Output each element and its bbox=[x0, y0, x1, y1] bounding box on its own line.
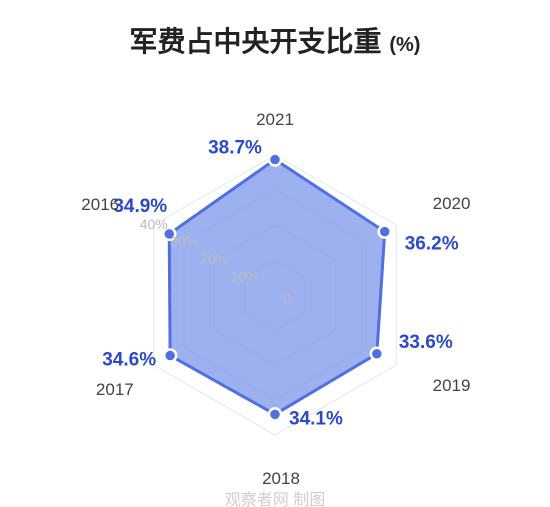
axis-label: 2016 bbox=[81, 195, 119, 214]
value-label: 34.9% bbox=[113, 196, 167, 217]
axis-label: 2020 bbox=[433, 194, 471, 213]
radar-chart: 10%20%30%40% 0 38.7% 2021 36.2% 2020 33.6% 2019… bbox=[0, 70, 550, 507]
value-label: 36.2% bbox=[405, 234, 459, 255]
title-unit: (%) bbox=[389, 34, 420, 56]
ring-label: 30% bbox=[170, 234, 198, 250]
value-label: 34.1% bbox=[289, 408, 343, 429]
chart-title: 军费占中央开支比重 (%) bbox=[0, 20, 550, 60]
radar-point bbox=[164, 350, 176, 362]
axis-label: 2019 bbox=[433, 376, 471, 395]
value-label: 33.6% bbox=[399, 332, 453, 353]
ring-label: 10% bbox=[231, 269, 259, 285]
radar-point bbox=[269, 154, 281, 166]
radar-point bbox=[371, 348, 383, 360]
axis-label: 2017 bbox=[96, 380, 134, 399]
radar-point bbox=[269, 408, 281, 420]
center-label: 0 bbox=[283, 290, 291, 306]
watermark: 观察者网 制图 bbox=[225, 491, 325, 507]
radar-point bbox=[379, 226, 391, 238]
ring-label: 20% bbox=[200, 251, 228, 267]
value-label: 34.6% bbox=[102, 350, 156, 371]
title-main: 军费占中央开支比重 bbox=[130, 26, 382, 57]
ring-label: 40% bbox=[140, 216, 168, 232]
axis-label: 2021 bbox=[256, 110, 294, 129]
value-label: 38.7% bbox=[208, 138, 262, 159]
axis-label: 2018 bbox=[262, 469, 300, 488]
